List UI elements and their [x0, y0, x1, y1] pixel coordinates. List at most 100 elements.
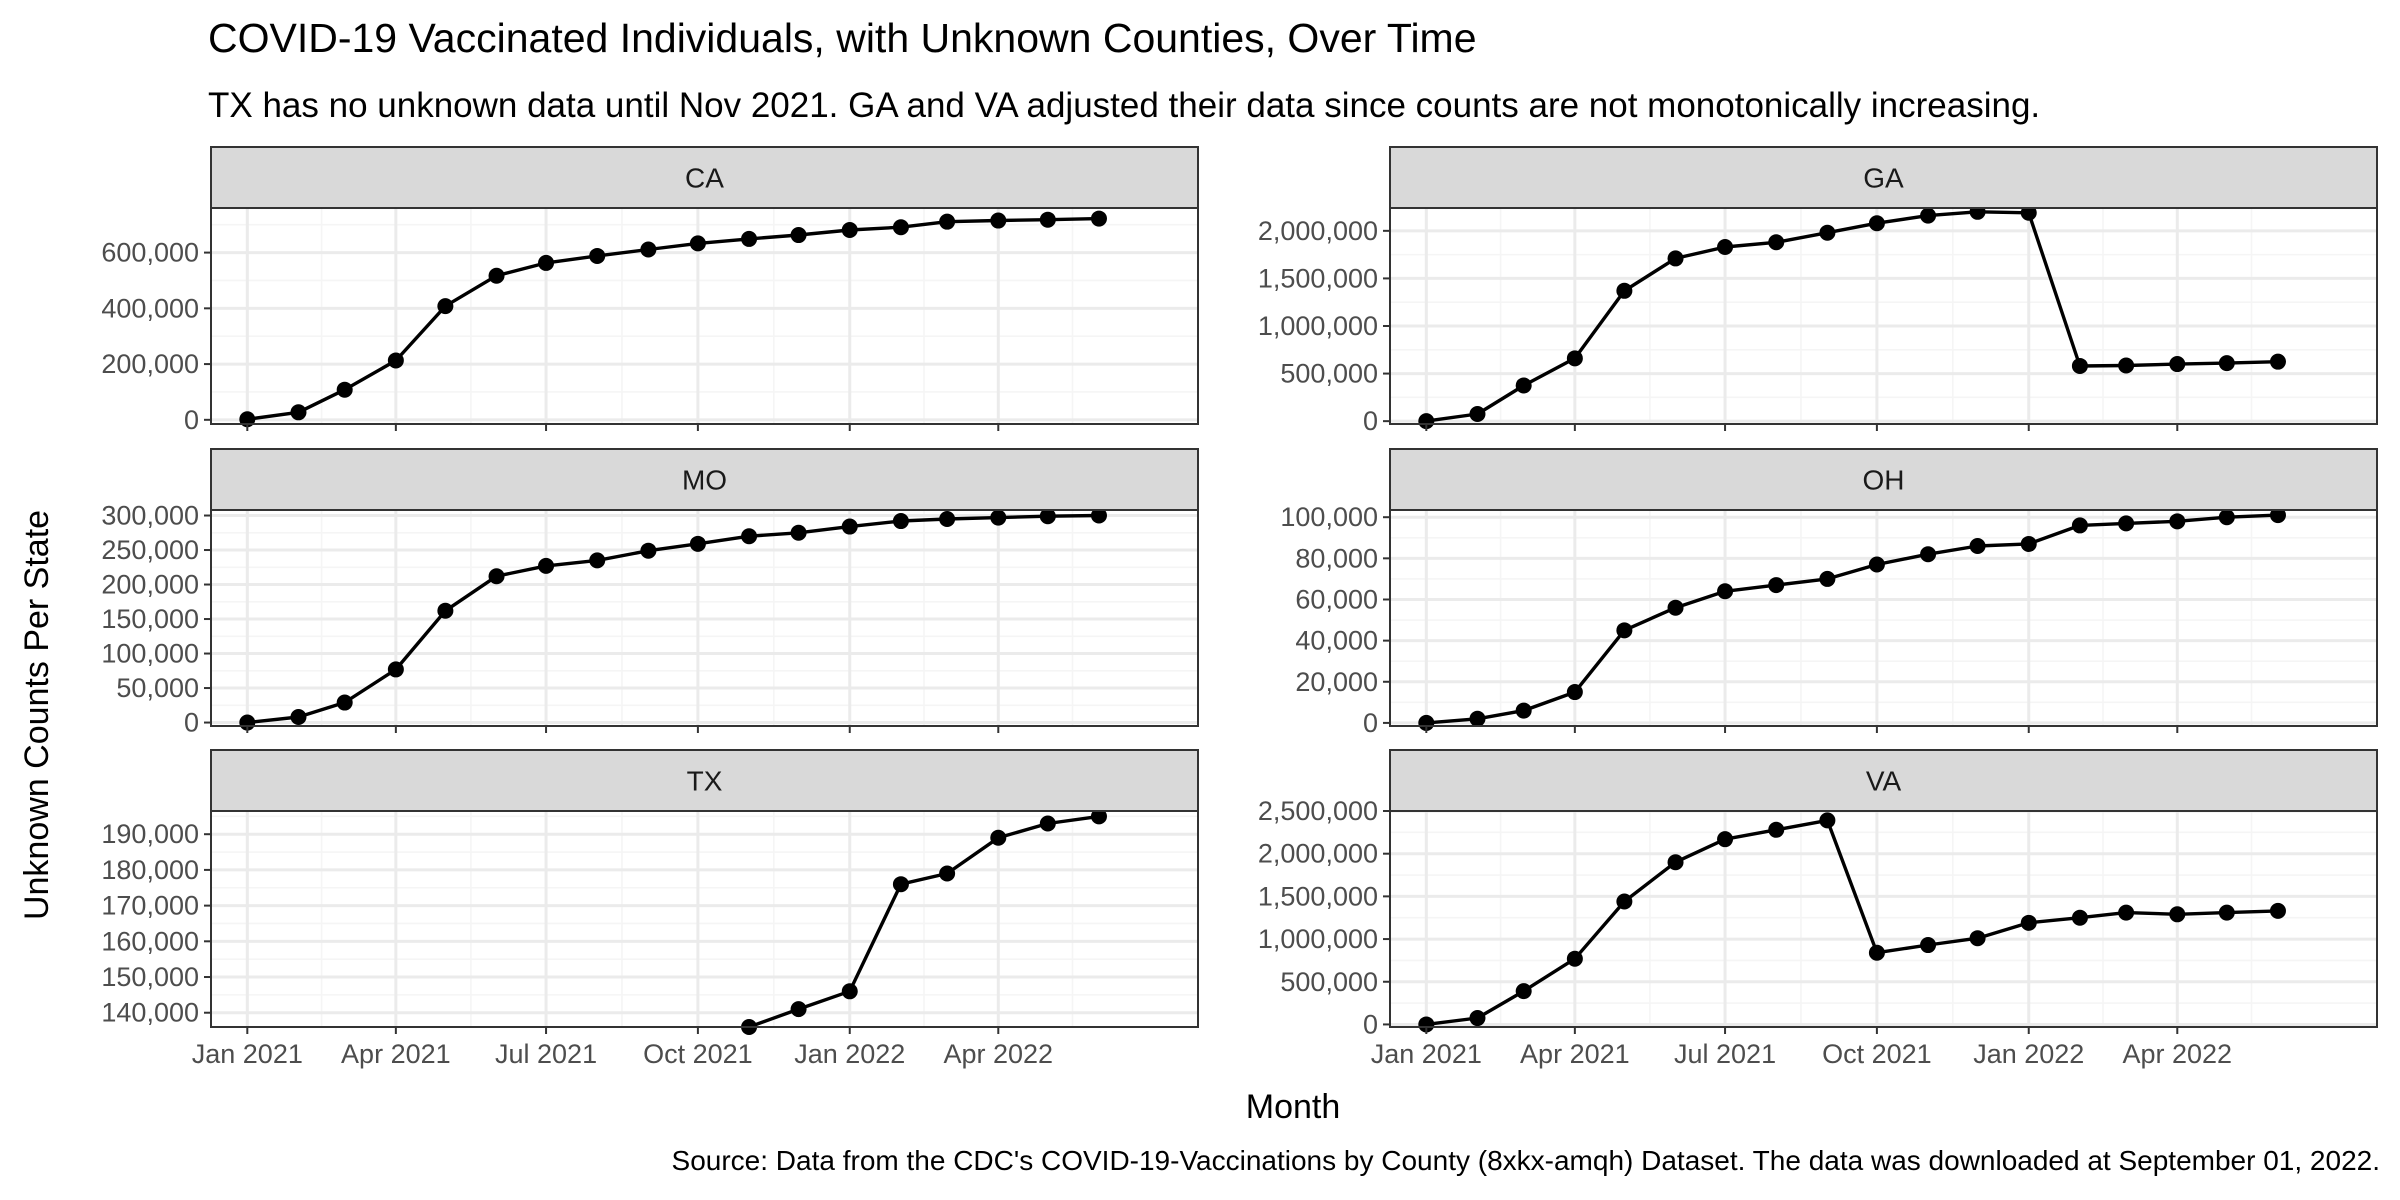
x-tick-label: Oct 2021	[1822, 1039, 1932, 1069]
y-tick-label: 200,000	[101, 570, 199, 600]
data-point	[741, 230, 758, 247]
series-line-va	[1426, 818, 2279, 1027]
y-tick-label: 300,000	[101, 501, 199, 531]
data-point	[841, 518, 858, 535]
y-tick-label: 200,000	[101, 349, 199, 379]
x-tick-label: Jul 2021	[495, 1039, 597, 1069]
y-tick-label: 40,000	[1295, 626, 1378, 656]
data-point	[1418, 413, 1435, 430]
chart-caption: Source: Data from the CDC's COVID-19-Vac…	[672, 1145, 2380, 1176]
data-point	[1868, 215, 1885, 232]
data-point	[1566, 684, 1583, 701]
facet-ga: GA 0 500,000 1,000,000 1,500,000 2,000,000	[1258, 146, 2378, 436]
data-point	[2218, 509, 2235, 526]
data-point	[2269, 353, 2286, 370]
data-point	[589, 552, 606, 569]
facet-oh: OH 0 20,000 40,000 60,000 80,000 100,000	[1280, 448, 2378, 738]
data-point	[1515, 377, 1532, 394]
data-point	[2071, 909, 2088, 926]
data-point	[790, 227, 807, 244]
data-point	[437, 602, 454, 619]
data-point	[1090, 210, 1107, 227]
facet-mo: MO 0 50,000 100,000 150,000 200,000 250,000 300…	[101, 448, 1199, 738]
data-point	[1469, 406, 1486, 423]
facet-strip	[210, 448, 1199, 511]
x-tick-label: Jan 2022	[794, 1039, 905, 1069]
x-tick-label: Jan 2021	[1371, 1039, 1482, 1069]
data-point	[437, 298, 454, 315]
data-point	[990, 212, 1007, 229]
data-point	[1616, 282, 1633, 299]
data-point	[2169, 513, 2186, 530]
data-point	[939, 213, 956, 230]
data-point	[939, 510, 956, 527]
data-point	[1969, 538, 1986, 554]
data-point	[1090, 507, 1107, 524]
y-tick-label: 170,000	[101, 891, 199, 921]
y-tick-label: 250,000	[101, 535, 199, 565]
data-point	[488, 267, 505, 284]
panel-background	[211, 811, 1198, 1027]
data-point	[2218, 355, 2235, 372]
data-point	[2269, 902, 2286, 919]
data-point	[640, 241, 657, 258]
data-point	[1768, 234, 1785, 251]
data-point	[939, 865, 956, 882]
y-tick-label: 2,000,000	[1258, 216, 1378, 246]
data-point	[336, 381, 353, 398]
data-point	[1515, 702, 1532, 719]
data-point	[841, 983, 858, 1000]
y-tick-label: 0	[184, 405, 199, 435]
y-tick-label: 2,000,000	[1258, 839, 1378, 869]
y-axis-title: Unknown Counts Per State	[18, 510, 56, 920]
data-point	[1868, 556, 1885, 573]
data-point	[1667, 854, 1684, 871]
data-point	[1667, 250, 1684, 267]
data-point	[990, 829, 1007, 846]
y-tick-label: 500,000	[1280, 967, 1378, 997]
data-point	[1717, 239, 1734, 256]
data-point	[892, 876, 909, 893]
data-point	[290, 709, 307, 726]
data-point	[2169, 906, 2186, 923]
y-tick-label: 600,000	[101, 238, 199, 268]
data-point	[1566, 950, 1583, 967]
x-tick-label: Jan 2022	[1973, 1039, 2084, 1069]
data-point	[1667, 599, 1684, 616]
facet-strip	[1389, 448, 2378, 511]
data-point	[387, 352, 404, 369]
facet-tx: TX 140,000 150,000 160,000 170,000 180,000 190…	[101, 749, 1199, 1069]
data-point	[488, 568, 505, 585]
facet-label: VA	[1866, 766, 1902, 797]
facet-label: OH	[1863, 465, 1905, 496]
data-point	[1616, 893, 1633, 910]
y-tick-label: 2,500,000	[1258, 796, 1378, 826]
facet-label: CA	[685, 163, 724, 194]
data-point	[1969, 930, 1986, 947]
data-point	[1469, 1010, 1486, 1027]
series-line-oh	[1426, 513, 2279, 725]
facet-strip	[1389, 146, 2378, 209]
y-tick-label: 190,000	[101, 819, 199, 849]
facet-strip	[210, 749, 1199, 812]
data-point	[1566, 350, 1583, 367]
facet-label: MO	[682, 465, 727, 496]
x-axis-title: Month	[1246, 1088, 1341, 1126]
y-tick-label: 0	[1363, 708, 1378, 738]
facet-strip	[210, 146, 1199, 209]
y-tick-label: 80,000	[1295, 543, 1378, 573]
data-point	[2118, 904, 2135, 921]
data-point	[2269, 507, 2286, 524]
data-point	[689, 235, 706, 252]
y-tick-label: 1,000,000	[1258, 924, 1378, 954]
x-tick-label: Jan 2021	[192, 1039, 303, 1069]
data-point	[1469, 710, 1486, 727]
data-point	[1616, 622, 1633, 639]
data-point	[1039, 508, 1056, 525]
data-point	[790, 1001, 807, 1018]
series-line-ca	[247, 216, 1100, 421]
data-point	[2118, 515, 2135, 532]
y-tick-label: 140,000	[101, 998, 199, 1028]
data-point	[1717, 831, 1734, 848]
